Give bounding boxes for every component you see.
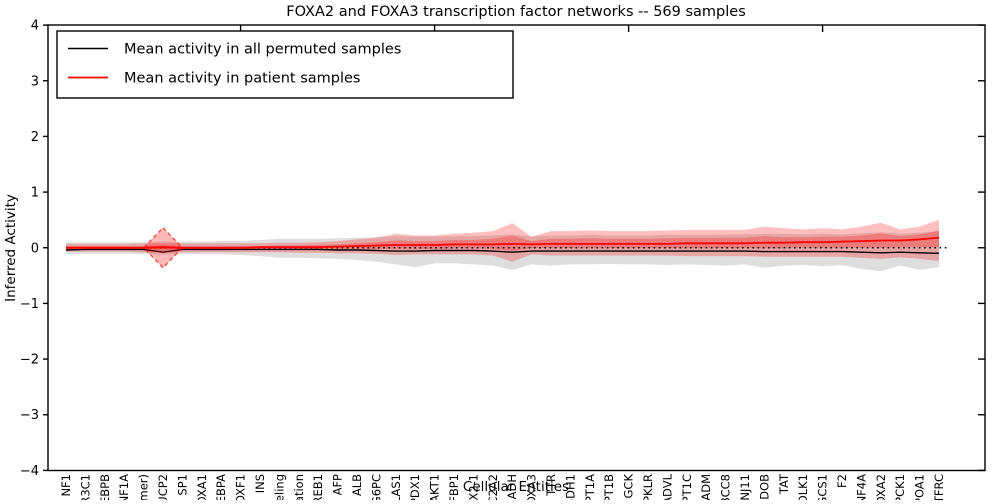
- x-category-label: TFRC: [932, 474, 946, 500]
- mean-lines: [65, 236, 940, 254]
- x-category-label: FOXA1: [195, 474, 209, 500]
- x-category-label: TTR: [544, 474, 558, 497]
- ucp2-diamond-marker: [142, 226, 184, 269]
- x-category-label: KCNJ11: [738, 474, 752, 500]
- x-category-label: F2: [835, 474, 849, 488]
- x-category-label: chromatin remodeling: [272, 474, 286, 500]
- x-category-label: INS: [253, 474, 267, 493]
- x-category-label: FOXF1: [234, 474, 248, 500]
- x-category-label: UCP2: [156, 474, 170, 500]
- x-category-label: ACADM: [699, 474, 713, 500]
- x-category-label: SLC2A2: [486, 474, 500, 500]
- legend-label-permuted: Mean activity in all permuted samples: [124, 42, 401, 58]
- y-tick-label: 1: [31, 186, 39, 201]
- x-category-label: ALDOB: [757, 474, 771, 500]
- x-category-label: NKX2-1: [466, 474, 480, 500]
- x-category-label: FOXA3: [525, 474, 539, 500]
- legend-label-patient: Mean activity in patient samples: [124, 71, 360, 87]
- x-category-label: APOA1: [913, 474, 927, 500]
- x-category-label: CPT1A: [583, 474, 597, 500]
- x-category-label: ACADVL: [660, 473, 674, 500]
- x-category-label: HNF1A (dimer): [137, 474, 151, 500]
- chart-title: FOXA2 and FOXA3 transcription factor net…: [286, 4, 746, 20]
- x-category-label: CPT1B: [602, 474, 616, 500]
- x-category-label: HADH: [505, 474, 519, 500]
- x-category-label: NR3C1: [78, 474, 92, 500]
- y-tick-label: −3: [20, 408, 39, 423]
- y-tick-label: 4: [31, 19, 39, 34]
- x-tick-labels: NF1 NR3C1 CEBPB HNF1A HNF1A (dimer) UCP2 SP1 FO…: [59, 473, 946, 504]
- x-category-label: HMGCS1: [816, 474, 830, 500]
- x-category-label: FOXA2: [874, 474, 888, 500]
- x-category-label: ALB: [350, 474, 364, 496]
- x-category-label: SP1: [175, 474, 189, 496]
- x-category-label: NF1: [59, 474, 73, 497]
- x-category-label: BDH1: [563, 474, 577, 500]
- band-patient-samples-inner-band: [66, 230, 939, 252]
- x-category-label: ALAS1: [389, 474, 403, 500]
- y-tick-label: 3: [31, 74, 39, 89]
- line-mean-activity-in-all-permuted-samples: [65, 248, 940, 254]
- x-category-label: TAT: [777, 473, 791, 495]
- x-category-label: HNF4A: [854, 474, 868, 500]
- x-category-label: ABCC8: [719, 474, 733, 500]
- y-tick-label: −2: [20, 353, 39, 368]
- x-category-label: GCK: [622, 474, 636, 499]
- x-category-label: CEBPA: [214, 474, 228, 500]
- y-tick-label: −1: [20, 297, 39, 312]
- x-category-label: PCK1: [893, 474, 907, 500]
- legend: Mean activity in all permuted samples Me…: [56, 30, 514, 99]
- y-tick-labels: 4 3 2 1 0 −1 −2 −3 −4: [20, 19, 39, 479]
- x-category-label: G6PC: [369, 474, 383, 500]
- x-category-label: PDX1: [408, 474, 422, 500]
- ucp2-diamond: [142, 226, 184, 269]
- x-category-label: IGFBP1: [447, 474, 461, 500]
- legend-box: [56, 30, 514, 99]
- axes-spines: [47, 24, 986, 472]
- y-axis-label: Inferred Activity: [3, 194, 19, 302]
- y-tick-label: −4: [20, 464, 39, 479]
- y-tick-label: 0: [31, 241, 39, 256]
- x-category-label: CREB1: [311, 474, 325, 500]
- x-category-label: PKLR: [641, 474, 655, 500]
- x-category-label: CPT1C: [680, 474, 694, 500]
- x-category-label: CEBPB: [98, 474, 112, 500]
- x-category-label: HNF1A: [117, 474, 131, 500]
- x-category-label: response to starvation: [292, 474, 306, 500]
- x-category-label: DLK1: [796, 474, 810, 500]
- x-category-label: AKT1: [428, 474, 442, 500]
- y-tick-label: 2: [31, 130, 39, 145]
- x-category-label: AFP: [331, 474, 345, 495]
- x-axis-label: Cellular Entities: [463, 479, 569, 495]
- line-mean-activity-in-patient-samples: [66, 236, 940, 249]
